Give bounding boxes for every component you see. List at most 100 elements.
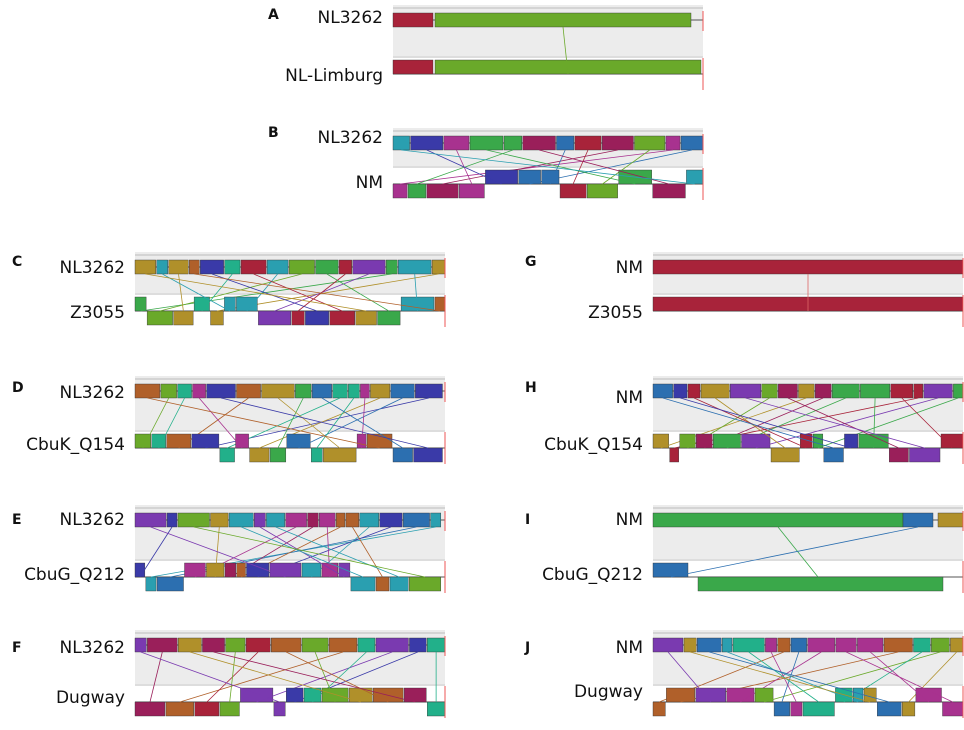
lcb-block <box>134 296 147 312</box>
panel-letter: J <box>524 640 530 656</box>
connector <box>670 526 919 578</box>
alignment-panel: F NL3262 Dugway <box>12 630 446 718</box>
connector <box>220 397 429 449</box>
genome-label: CbuK_Q154 <box>26 435 125 455</box>
lcb-block <box>134 512 167 528</box>
lcb-block <box>288 259 315 275</box>
lcb-block <box>389 576 409 592</box>
alignment-panel: A NL3262 NL-Limburg <box>268 5 704 90</box>
genome-label: NM <box>356 173 383 193</box>
lcb-block <box>375 637 409 653</box>
lcb-block <box>328 637 358 653</box>
genome-label: NL3262 <box>318 8 383 28</box>
lcb-block <box>407 183 427 199</box>
lcb-block <box>301 637 329 653</box>
lcb-block <box>166 433 191 449</box>
lcb-block <box>240 259 267 275</box>
lcb-block <box>790 701 803 717</box>
lcb-block <box>146 310 173 326</box>
lcb-block <box>194 701 220 717</box>
lcb-block <box>350 576 376 592</box>
connector <box>311 526 370 578</box>
lcb-block <box>518 169 541 185</box>
lcb-block <box>683 637 697 653</box>
lcb-block <box>345 512 360 528</box>
connector <box>326 526 331 578</box>
lcb-block <box>271 637 302 653</box>
connector <box>140 651 280 703</box>
lcb-block <box>235 433 249 449</box>
panel-letter: D <box>12 380 24 396</box>
connector <box>201 273 233 312</box>
connector <box>426 149 502 185</box>
connector <box>213 651 416 703</box>
genome-label: NM <box>616 638 643 658</box>
lcb-block <box>431 259 446 275</box>
lcb-block <box>807 637 836 653</box>
connector <box>139 526 173 578</box>
alignment-panel: G NM Z3055 <box>525 252 964 327</box>
lcb-block <box>165 701 194 717</box>
lcb-block <box>249 447 270 463</box>
genome-label: CbuG_Q212 <box>24 565 125 585</box>
lcb-block <box>902 701 916 717</box>
connector <box>147 397 380 449</box>
lcb-block <box>307 512 319 528</box>
lcb-block <box>726 687 755 703</box>
lcb-block <box>390 383 415 399</box>
connector <box>158 397 185 449</box>
lcb-block <box>700 383 730 399</box>
lcb-block <box>200 259 224 275</box>
lcb-block <box>680 135 704 151</box>
lcb-block <box>291 310 305 326</box>
alignment-panel: J NM Dugway <box>524 630 964 718</box>
lcb-block <box>245 637 271 653</box>
lcb-block <box>469 135 504 151</box>
lcb-block <box>883 637 913 653</box>
lcb-block <box>392 135 410 151</box>
connector <box>400 149 674 185</box>
connector <box>401 149 695 185</box>
lcb-block <box>321 687 349 703</box>
lcb-block <box>319 512 336 528</box>
genome-label: NL3262 <box>60 638 125 658</box>
genome-label: NL3262 <box>60 258 125 278</box>
lcb-block <box>335 512 346 528</box>
connector <box>777 526 819 578</box>
lcb-block <box>295 383 312 399</box>
lcb-block <box>778 383 798 399</box>
lcb-block <box>258 310 291 326</box>
lcb-block <box>266 259 289 275</box>
connector <box>709 651 890 703</box>
lcb-block <box>427 637 446 653</box>
genome-label: NM <box>616 258 643 278</box>
genome-label: CbuK_Q154 <box>544 435 643 455</box>
lcb-block <box>228 512 254 528</box>
lcb-block <box>634 135 666 151</box>
lcb-block <box>332 383 348 399</box>
lcb-block <box>348 383 360 399</box>
lcb-block <box>305 310 329 326</box>
panel-letter: G <box>525 254 537 270</box>
lcb-block <box>134 701 166 717</box>
lcb-block <box>392 183 408 199</box>
connector <box>680 397 852 449</box>
lcb-block <box>409 637 427 653</box>
lcb-block <box>189 259 200 275</box>
connector <box>361 397 366 449</box>
connector <box>162 273 231 312</box>
lcb-block <box>812 433 824 449</box>
lcb-block <box>814 383 832 399</box>
lcb-block <box>151 433 166 449</box>
alignment-panel: D NL3262 CbuK_Q154 <box>12 376 446 464</box>
lcb-block <box>236 383 261 399</box>
connector <box>277 397 304 449</box>
alignment-panel: I NM CbuG_Q212 <box>525 505 964 593</box>
lcb-block <box>377 310 401 326</box>
lcb-block <box>134 562 146 578</box>
lcb-block <box>177 512 210 528</box>
lcb-block <box>687 383 701 399</box>
lcb-block <box>652 383 673 399</box>
lcb-block <box>202 637 225 653</box>
lcb-block <box>940 433 964 449</box>
